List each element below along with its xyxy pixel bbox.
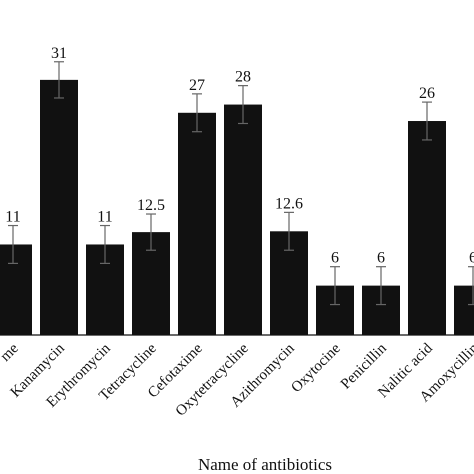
- value-label: 27: [189, 77, 205, 94]
- value-label: 6: [377, 250, 385, 267]
- x-axis-title: Name of antibiotics: [198, 455, 332, 474]
- bar: [454, 285, 474, 335]
- error-bar: [192, 93, 202, 133]
- value-label: 31: [51, 45, 67, 62]
- value-label: 11: [5, 209, 20, 226]
- bar: [408, 121, 446, 336]
- error-bar: [100, 224, 110, 264]
- error-bar: [54, 61, 64, 99]
- value-label: 6: [331, 250, 339, 267]
- error-bar: [146, 213, 156, 251]
- bar: [0, 244, 32, 335]
- bar: [178, 112, 216, 335]
- error-bar: [376, 266, 386, 306]
- error-bar: [468, 266, 474, 306]
- bar: [40, 79, 78, 336]
- value-label: 26: [419, 85, 435, 102]
- error-bar: [284, 211, 294, 251]
- value-label: 12.5: [137, 197, 165, 214]
- x-tick-label: Oxytocine: [288, 340, 344, 396]
- x-tick-label: me: [0, 340, 22, 365]
- value-label: 12.6: [275, 195, 303, 212]
- value-label: 6: [469, 250, 474, 267]
- error-bar: [8, 224, 18, 264]
- error-bar: [422, 101, 432, 141]
- error-bar: [330, 266, 340, 306]
- error-bar: [238, 85, 248, 125]
- value-label: 11: [97, 209, 112, 226]
- bar: [224, 104, 262, 335]
- value-label: 28: [235, 69, 251, 86]
